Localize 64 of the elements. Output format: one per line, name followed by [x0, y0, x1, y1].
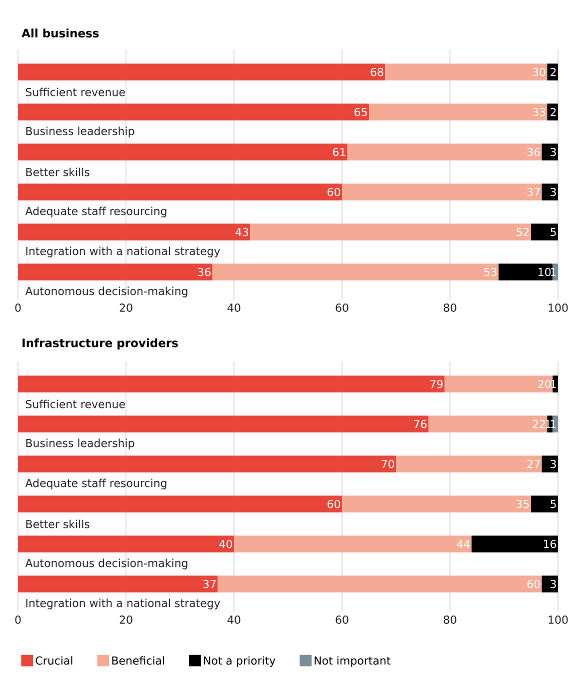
- data-label: 43: [236, 228, 248, 236]
- data-label: 68: [370, 68, 384, 76]
- data-label: 10: [538, 268, 551, 276]
- x-tick-label: 80: [444, 304, 456, 312]
- y-tick-label: Integration with a national strategy: [26, 598, 220, 610]
- y-tick-label: Adequate staff resourcing: [25, 478, 166, 490]
- legend-label: Not important: [314, 656, 390, 667]
- y-tick-label: Business leadership: [26, 126, 134, 138]
- chart-title: All business: [22, 28, 99, 38]
- data-label: 52: [516, 228, 529, 236]
- data-label: 60: [328, 500, 340, 508]
- data-label: 16: [544, 540, 556, 548]
- data-label: 60: [328, 188, 340, 196]
- data-label: 40: [219, 540, 232, 548]
- x-tick-label: 100: [548, 616, 568, 624]
- y-tick-label: Sufficient revenue: [26, 400, 125, 408]
- y-tick-label: Sufficient revenue: [26, 88, 125, 96]
- data-label: 30: [532, 68, 546, 76]
- data-label: 5: [550, 500, 556, 508]
- y-tick-label: Adequate staff resourcing: [25, 206, 166, 218]
- y-tick-label: Integration with a national strategy: [26, 246, 220, 258]
- y-tick-label: Autonomous decision-making: [25, 558, 188, 570]
- data-label: 61: [332, 148, 346, 156]
- y-tick-label: Better skills: [26, 168, 90, 176]
- x-tick-label: 0: [15, 616, 21, 624]
- x-tick-label: 0: [15, 304, 21, 312]
- data-label: 22: [532, 420, 545, 428]
- chart-title: Infrastructure providers: [22, 338, 178, 350]
- legend-label: Crucial: [36, 656, 72, 665]
- y-tick-label: Business leadership: [26, 438, 134, 450]
- data-label: 35: [516, 500, 529, 508]
- legend-label: Beneficial: [112, 656, 164, 665]
- x-tick-label: 60: [336, 304, 348, 312]
- x-tick-label: 100: [548, 304, 568, 312]
- data-label: 37: [203, 580, 216, 588]
- data-label: 3: [550, 148, 556, 156]
- x-tick-label: 40: [228, 616, 240, 624]
- data-label: 70: [382, 460, 394, 468]
- data-label: 65: [354, 108, 367, 116]
- data-label: 3: [550, 580, 556, 588]
- data-label: 36: [527, 148, 540, 156]
- data-label: 2: [550, 68, 556, 76]
- data-label: 3: [550, 188, 556, 196]
- data-label: 3: [550, 460, 556, 468]
- data-label: 76: [414, 420, 427, 428]
- x-tick-label: 80: [444, 616, 456, 624]
- x-tick-label: 40: [228, 304, 240, 312]
- data-label: 36: [198, 268, 211, 276]
- data-label: 5: [550, 228, 556, 236]
- x-tick-label: 20: [120, 304, 132, 312]
- data-label: 37: [527, 188, 540, 196]
- data-label: 79: [430, 380, 443, 388]
- data-label: 27: [527, 460, 540, 468]
- data-label: 60: [527, 580, 540, 588]
- x-tick-label: 20: [120, 616, 132, 624]
- data-label: 44: [456, 540, 470, 548]
- data-label: 2: [550, 108, 556, 116]
- x-tick-label: 60: [336, 616, 348, 624]
- data-label: 33: [532, 108, 546, 116]
- legend-label: Not a priority: [204, 656, 276, 667]
- data-label: 20: [538, 380, 551, 388]
- y-tick-label: Better skills: [26, 520, 90, 528]
- data-label: 53: [484, 268, 497, 276]
- y-tick-label: Autonomous decision-making: [25, 286, 188, 298]
